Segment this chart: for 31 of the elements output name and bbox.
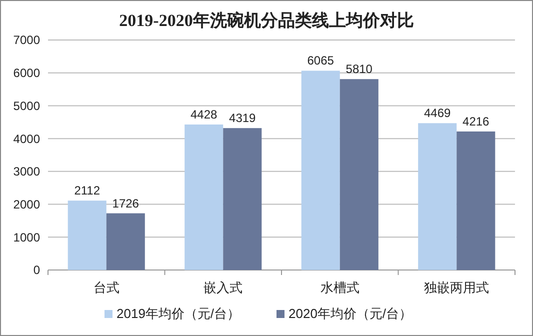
bar: [340, 79, 378, 270]
y-tick-label: 0: [33, 263, 40, 278]
data-label: 4216: [462, 114, 490, 128]
data-label: 4319: [229, 111, 256, 126]
y-tick-label: 1000: [13, 230, 40, 244]
data-label: 1726: [112, 196, 140, 210]
x-tick-label: 嵌入式: [204, 280, 243, 295]
y-tick-label: 3000: [13, 164, 40, 179]
bar: [223, 128, 262, 270]
x-tick-label: 水槽式: [320, 280, 360, 295]
data-label: 6065: [307, 54, 334, 68]
legend-label: 2020年均价（元/台）: [288, 306, 412, 321]
legend-label: 2019年均价（元/台）: [116, 306, 240, 321]
data-label: 5810: [346, 62, 373, 76]
bar: [418, 123, 457, 270]
chart-title: 2019-2020年洗碗机分品类线上均价对比: [119, 11, 414, 30]
bar: [301, 70, 340, 270]
y-tick-label: 7000: [13, 33, 40, 48]
data-label: 4428: [190, 108, 218, 122]
x-tick-label: 台式: [93, 280, 120, 295]
bar: [106, 213, 145, 270]
y-tick-label: 6000: [13, 66, 40, 80]
y-tick-label: 2000: [13, 197, 40, 212]
y-tick-label: 5000: [13, 98, 40, 113]
data-label: 4469: [424, 106, 452, 120]
bar: [456, 131, 496, 270]
data-label: 2112: [74, 184, 100, 198]
bar: [68, 200, 106, 270]
bar: [184, 124, 224, 270]
y-tick-label: 4000: [13, 132, 40, 146]
x-tick-label: 独嵌两用式: [424, 280, 490, 295]
